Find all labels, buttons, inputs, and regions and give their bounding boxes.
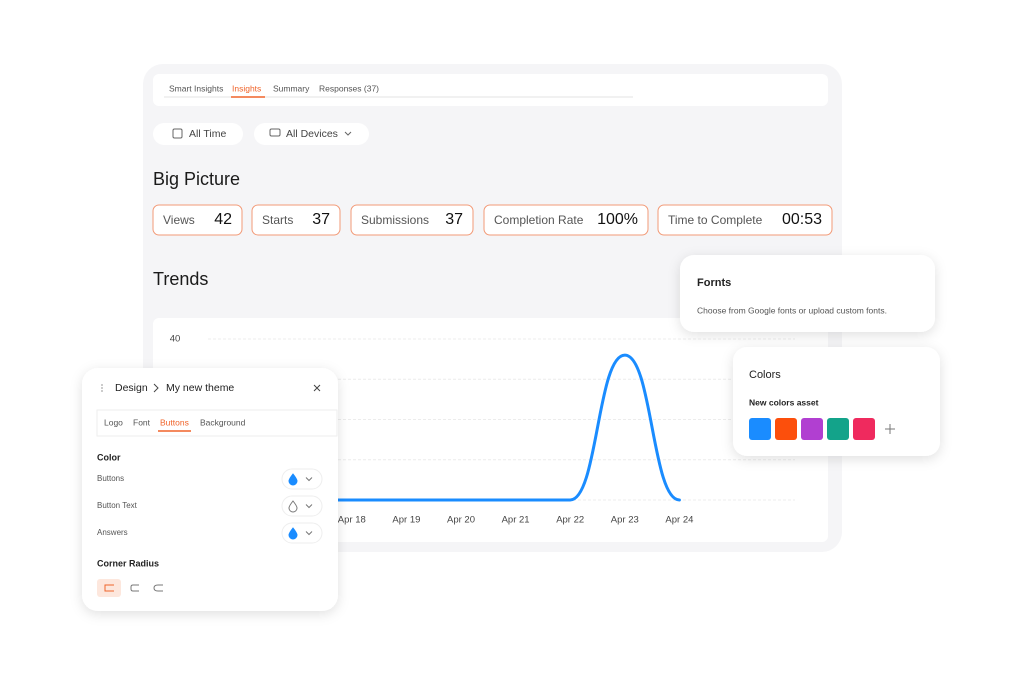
row-label: Button Text [97,501,138,510]
row-label: Buttons [97,474,124,483]
chevron [344,131,352,136]
y-tick-label: 40 [170,334,181,345]
color-picker[interactable] [281,495,323,517]
device-icon [269,128,281,137]
swatch[interactable] [827,418,849,440]
drop-icon [288,500,298,513]
stat-label: Time to Complete [668,213,763,227]
stat-value: 100% [597,211,638,228]
swatch[interactable] [775,418,797,440]
swatch[interactable] [853,418,875,440]
stat-value: 37 [445,211,463,228]
stat-box [657,204,833,236]
tab-active[interactable]: Buttons [160,417,189,427]
swatch[interactable] [801,418,823,440]
breadcrumb[interactable]: Design [115,382,148,394]
row-label: Answers [97,528,128,537]
stat-value: 00:53 [782,211,822,228]
stats: Views 42 Starts 37 Submissions 37 Completion R… [152,204,833,236]
add-button[interactable] [885,424,895,434]
section-label: Color [97,452,121,462]
section-label: Corner Radius [97,558,159,568]
filter-pill[interactable] [254,123,369,145]
breadcrumb-separator [153,383,159,393]
stat-label: Views [163,213,195,227]
card-subtitle: New colors asset [749,397,819,407]
x-tick-label: Apr 19 [392,515,420,526]
x-tick-label: Apr 20 [447,515,475,526]
tab[interactable]: Responses (37) [319,83,379,93]
color-picker[interactable] [281,522,323,544]
chevron [305,531,313,536]
chevron [305,477,313,482]
fonts-card [680,255,935,332]
x-tick-label: Apr 24 [665,515,693,526]
filter-label[interactable]: All Time [189,128,227,140]
x-tick-label: Apr 21 [502,515,530,526]
card-text: Choose from Google fonts or upload custo… [697,305,887,315]
tab[interactable]: Font [133,417,151,427]
stat-box [251,204,341,236]
card-title: Fornts [697,277,731,289]
design-panel [82,368,338,611]
tab[interactable]: Smart Insights [169,83,223,93]
stat-value: 42 [214,211,232,228]
stat-value: 37 [312,211,330,228]
radius-option[interactable] [97,579,121,597]
tab-bar [153,74,828,106]
tab[interactable]: Summary [273,83,310,93]
stat-label: Starts [262,213,293,227]
filter-label[interactable]: All Devices [286,128,338,140]
swatch[interactable] [749,418,771,440]
tab-active[interactable]: Insights [232,83,261,93]
radius-icon[interactable] [130,584,139,592]
tab[interactable]: Background [200,417,246,427]
x-tick-label: Apr 18 [338,515,366,526]
stat-box [152,204,243,236]
drag-handle [101,384,103,392]
section-title: Big Picture [153,169,240,189]
stat-box [350,204,474,236]
stat-label: Submissions [361,213,429,227]
breadcrumb: My new theme [166,382,234,394]
close-button[interactable] [313,384,321,392]
color-picker[interactable] [281,468,323,490]
panel-tabs [96,409,338,437]
section-title: Trends [153,269,208,289]
drop-icon [288,527,298,540]
stat-label: Completion Rate [494,213,584,227]
tab[interactable]: Logo [104,417,123,427]
chevron [305,504,313,509]
x-tick-label: Apr 22 [556,515,584,526]
radius-icon[interactable] [153,584,163,592]
x-tick-label: Apr 23 [611,515,639,526]
calendar-icon [172,128,183,139]
radius-icon [104,584,114,592]
stat-box [483,204,649,236]
color-rows: Buttons Button Text Answers [97,468,323,544]
drop-icon [288,473,298,486]
card-title: Colors [749,369,781,381]
